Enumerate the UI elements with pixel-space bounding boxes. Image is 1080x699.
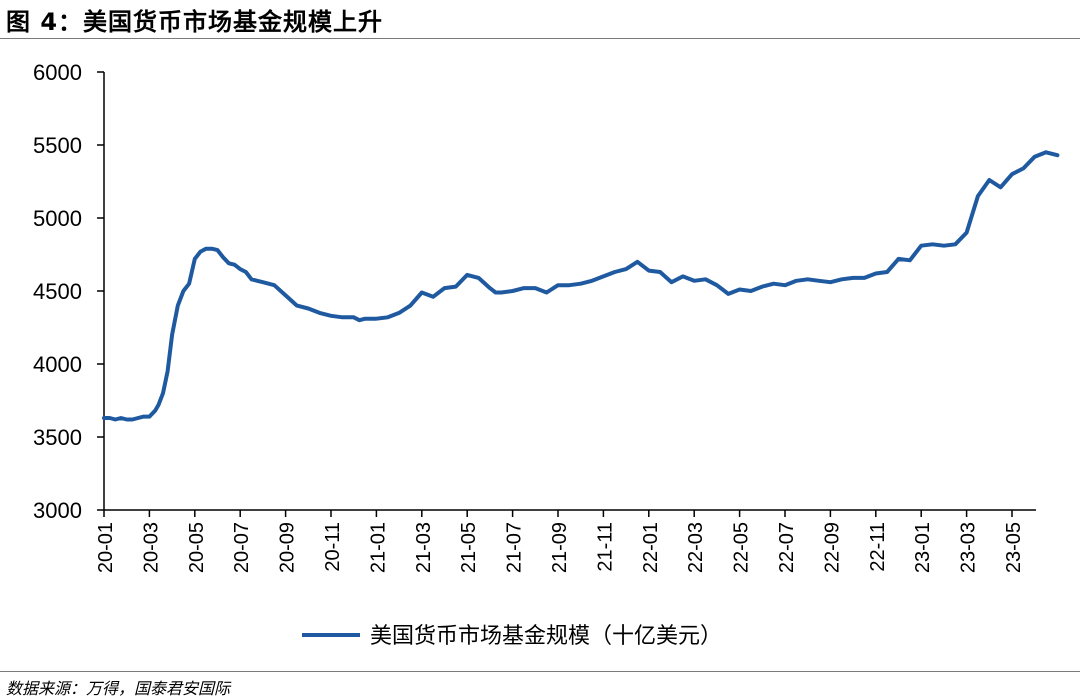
x-tick-label: 20-01	[95, 522, 117, 573]
y-axis: 3000 3500 4000 4500 5000 5500 6000	[33, 60, 105, 523]
x-tick-label: 20-11	[322, 522, 344, 572]
x-tick-label: 22-11	[867, 522, 889, 572]
y-tick-label: 3500	[33, 425, 82, 450]
x-axis: 20-01 20-03 20-05 20-07 20-09 20-11 21-01 21-03…	[95, 509, 1036, 573]
title-divider	[0, 38, 1080, 39]
footer-divider	[0, 671, 1080, 672]
x-tick-label: 22-01	[640, 522, 662, 573]
x-tick-label: 21-03	[413, 522, 435, 573]
x-tick-label: 21-11	[594, 522, 616, 572]
x-tick-label: 23-01	[912, 522, 934, 573]
series-layer	[102, 150, 1060, 422]
legend: 美国货币市场基金规模（十亿美元）	[302, 624, 722, 649]
x-tick-label: 20-09	[277, 522, 299, 573]
x-tick-label: 21-07	[504, 522, 526, 573]
y-tick-label: 4000	[33, 352, 82, 377]
legend-label: 美国货币市场基金规模（十亿美元）	[370, 624, 722, 649]
y-tick-label: 6000	[33, 60, 82, 85]
figure-title: 图 4：美国货币市场基金规模上升	[6, 8, 384, 36]
y-tick-label: 3000	[33, 498, 82, 523]
x-tick-label: 21-05	[458, 522, 480, 573]
x-tick-label: 22-03	[685, 522, 707, 573]
y-tick-label: 5500	[33, 133, 82, 158]
series-line-0	[102, 150, 1060, 422]
x-tick-label: 22-09	[821, 522, 843, 573]
data-source: 数据来源：万得，国泰君安国际	[6, 679, 231, 698]
y-tick-label: 4500	[33, 279, 82, 304]
y-tick-label: 5000	[33, 206, 82, 231]
x-tick-label: 23-03	[958, 522, 980, 573]
x-tick-label: 23-05	[1003, 522, 1025, 573]
x-tick-label: 21-09	[549, 522, 571, 573]
x-tick-label: 21-01	[367, 522, 389, 573]
x-tick-label: 20-05	[186, 522, 208, 573]
x-tick-label: 20-03	[140, 522, 162, 573]
x-tick-label: 20-07	[231, 522, 253, 573]
x-tick-label: 22-07	[776, 522, 798, 573]
x-tick-label: 22-05	[731, 522, 753, 573]
